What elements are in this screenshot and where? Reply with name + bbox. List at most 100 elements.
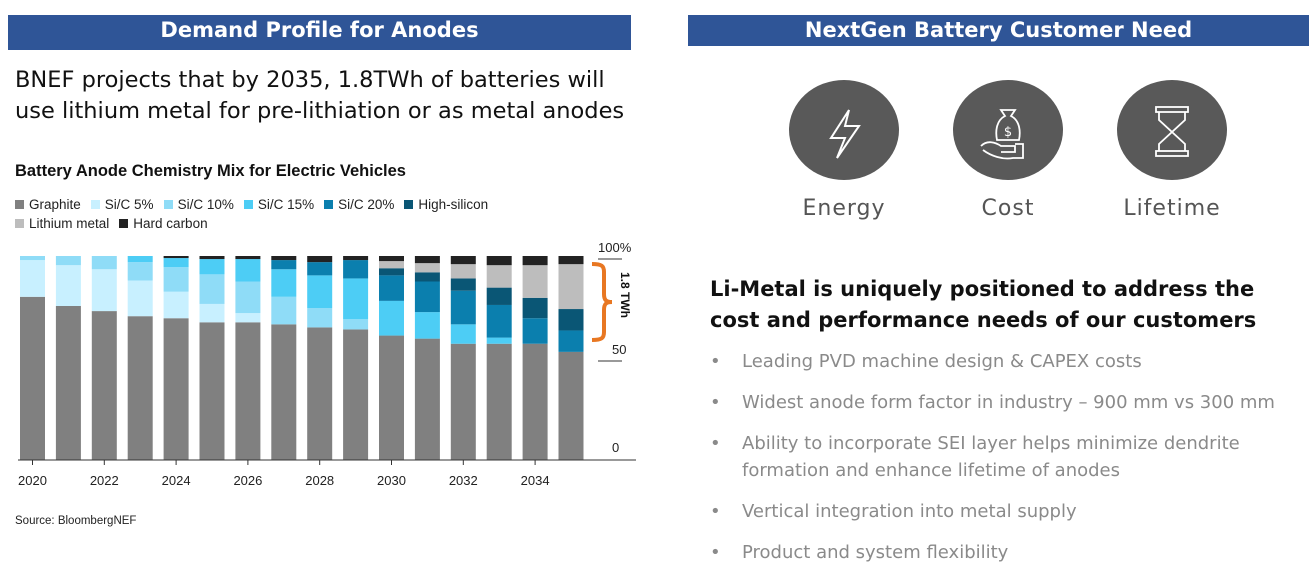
bar-segment [20, 296, 45, 460]
bar-segment [163, 291, 189, 319]
bullet-item: Product and system flexibility [710, 539, 1305, 566]
bar-segment [414, 281, 440, 313]
bullet-item: Vertical integration into metal supply [710, 498, 1305, 525]
bar-segment [486, 287, 512, 305]
bar-segment [235, 313, 261, 323]
legend-label: Si/C 20% [338, 197, 395, 212]
bracket-annotation [591, 262, 613, 342]
chart-title: Battery Anode Chemistry Mix for Electric… [15, 162, 406, 180]
bar-segment [199, 274, 225, 304]
bar-segment [450, 324, 476, 344]
bar-segment [558, 351, 584, 460]
bar-segment [414, 272, 440, 282]
left-section-header: Demand Profile for Anodes [8, 15, 631, 50]
bar-segment [127, 262, 153, 281]
bar-segment [343, 278, 369, 320]
legend-swatch [90, 200, 100, 209]
bullet-item: Leading PVD machine design & CAPEX costs [710, 348, 1305, 375]
svg-text:$: $ [1004, 125, 1012, 140]
annotation-label: 1.8 TWh [618, 272, 632, 318]
legend-swatch [404, 200, 414, 209]
bar-segment [343, 319, 369, 330]
cost-circle: $ [953, 80, 1063, 180]
bar-segment [379, 335, 404, 460]
legend-item: Si/C 10% [163, 195, 234, 214]
y-tick-label: 0 [612, 440, 619, 455]
bar-segment [199, 256, 225, 260]
bar-segment [522, 318, 548, 344]
legend-label: High-silicon [418, 197, 489, 212]
cost-label: Cost [981, 196, 1035, 221]
bar-segment [271, 260, 297, 270]
hourglass-icon [1155, 106, 1189, 157]
bar-segment [20, 260, 45, 297]
bar-segment [486, 256, 512, 266]
bar-segment [163, 258, 189, 268]
bar-segment [271, 324, 297, 460]
bar-segment [307, 262, 333, 276]
energy-circle [789, 80, 899, 180]
legend-swatch [15, 200, 24, 209]
x-tick-label: 2020 [18, 473, 47, 488]
stacked-bar-chart: 2020 2022 2024 2026 2028 2030 2032 2034 0 50 100% 1… [18, 240, 636, 488]
bar-segment [307, 256, 333, 263]
y-tick-label: 100% [598, 240, 632, 255]
bar-segment [486, 337, 512, 344]
bullet-item: Ability to incorporate SEI layer helps m… [710, 430, 1305, 484]
bar-segment [379, 261, 404, 269]
bar-segment [20, 256, 45, 261]
legend-swatch [163, 200, 173, 209]
legend-label: Hard carbon [133, 216, 208, 231]
bar-segment [450, 343, 476, 460]
bar-segment [486, 304, 512, 338]
legend-label: Si/C 5% [104, 197, 154, 212]
bar-segment [163, 318, 189, 460]
bar-segment [522, 343, 548, 460]
intro-text: BNEF projects that by 2035, 1.8TWh of ba… [15, 67, 625, 124]
bar-segment [55, 256, 81, 266]
bar-segment [486, 265, 512, 288]
bar-segment [343, 260, 369, 279]
x-tick-label: 2032 [449, 473, 478, 488]
legend-label: Graphite [29, 197, 81, 212]
bar-segment [450, 278, 476, 291]
right-section-header: NextGen Battery Customer Need [688, 15, 1309, 46]
bar-segment [486, 343, 512, 460]
bar-segment [379, 256, 404, 262]
legend-item: Si/C 5% [90, 195, 154, 214]
bar-segment [55, 305, 81, 460]
bar-segment [163, 256, 189, 259]
x-tick-label: 2022 [90, 473, 119, 488]
bar-segment [558, 330, 584, 352]
bar-segment [271, 296, 297, 325]
legend-label: Si/C 10% [177, 197, 234, 212]
legend-item: Graphite [15, 195, 81, 214]
legend-item: Lithium metal [15, 214, 109, 233]
bar-segment [235, 322, 261, 460]
legend-item: High-silicon [404, 195, 488, 214]
bar-segment [414, 312, 440, 339]
lifetime-circle [1117, 80, 1227, 180]
bar-segment [271, 256, 297, 261]
y-tick-label: 50 [612, 342, 626, 357]
bar-segment [379, 275, 404, 301]
bar-segment [91, 311, 117, 460]
bar-segment [558, 256, 584, 265]
bar-segment [307, 308, 333, 328]
bar-segment [450, 256, 476, 265]
legend-swatch [119, 219, 129, 228]
bar-segment [379, 300, 404, 336]
bar-segment [271, 269, 297, 297]
legend-swatch [243, 200, 253, 209]
bullet-item: Widest anode form factor in industry – 9… [710, 389, 1305, 416]
bar-segment [235, 281, 261, 314]
bullet-list: Leading PVD machine design & CAPEX costs… [710, 348, 1305, 580]
lifetime-label: Lifetime [1123, 196, 1221, 221]
bar-segment [558, 264, 584, 310]
chart-legend: Graphite Si/C 5% Si/C 10% Si/C 15% Si/C 20% H… [15, 195, 575, 233]
bar-segment [558, 309, 584, 331]
bar-segment [450, 290, 476, 325]
bar-segment [235, 256, 261, 260]
bar-segment [127, 280, 153, 317]
bar-segment [379, 268, 404, 276]
